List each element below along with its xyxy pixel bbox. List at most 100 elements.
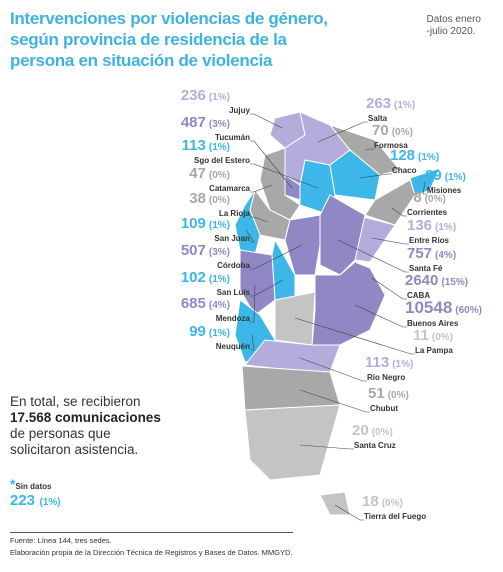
percent: (0%): [432, 332, 453, 343]
leader-line: [371, 277, 407, 300]
province-value: 89 (1%): [425, 167, 466, 184]
percent: (1%): [209, 92, 230, 103]
count: 38: [189, 190, 206, 207]
title-line: persona en situación de violencia: [10, 51, 273, 70]
province-name: Tucumán: [215, 133, 250, 142]
leader-line: [334, 504, 364, 521]
province-name: Córdoba: [217, 261, 250, 270]
leader-line: [299, 357, 367, 382]
count: 47: [189, 165, 206, 182]
no-data-count: 223: [10, 492, 36, 509]
province-name: Corrientes: [407, 208, 448, 217]
leader-line: [299, 444, 354, 450]
province-value: 99 (1%): [189, 323, 230, 340]
province-shape: [244, 404, 341, 481]
leader-line: [250, 113, 283, 129]
province-value: 136 (1%): [407, 217, 456, 234]
summary-highlight: 17.568 comunicaciones: [10, 410, 161, 426]
leader-line: [250, 140, 293, 189]
province-value: 113 (1%): [182, 137, 230, 154]
leader-line: [250, 279, 284, 297]
count: 109: [181, 215, 206, 232]
title: Intervenciones por violencias de género,…: [10, 8, 328, 71]
leader-line: [245, 229, 255, 243]
no-data-label: Sin datos: [15, 482, 52, 491]
leader-line: [250, 334, 255, 351]
count: 113: [182, 137, 206, 154]
province-value: 236 (1%): [181, 87, 230, 104]
count: 11: [413, 327, 429, 344]
province-name: San Juan: [214, 234, 250, 243]
province-value: 70 (0%): [372, 122, 413, 139]
province-value: 2640 (15%): [405, 272, 468, 289]
count: 2640: [405, 272, 438, 289]
summary-bold: 17.568 comunicaciones: [10, 410, 161, 425]
province-value: 128 (1%): [390, 147, 439, 164]
province-value: 51 (0%): [368, 385, 409, 402]
title-line: Intervenciones por violencias de género,: [10, 9, 328, 28]
province-shape: [241, 365, 341, 411]
leader-line: [317, 121, 368, 143]
percent: (0%): [209, 195, 230, 206]
percent: (4%): [435, 250, 456, 261]
count: 102: [181, 269, 206, 286]
province-value: 113 (1%): [365, 354, 413, 371]
province-name: La Pampa: [415, 346, 453, 355]
count: 70: [372, 122, 389, 139]
province-value: 20 (0%): [352, 422, 393, 439]
count: 10548: [405, 298, 452, 317]
leader-line: [337, 239, 409, 273]
percent: (0%): [425, 194, 446, 205]
province-value: 757 (4%): [407, 245, 456, 262]
count: 685: [181, 295, 206, 312]
province-name: CABA: [407, 291, 430, 300]
province-name: Buenos Aires: [407, 319, 459, 328]
percent: (1%): [392, 359, 413, 370]
percent: (1%): [209, 142, 230, 153]
count: 78: [405, 189, 422, 206]
percent: (3%): [209, 119, 230, 130]
province-name: Sgo del Estero: [194, 156, 250, 165]
credit: Elaboración propia de la Dirección Técni…: [10, 548, 293, 557]
percent: (3%): [209, 247, 230, 258]
leader-line: [250, 284, 256, 323]
province-name: Santa Fé: [409, 264, 443, 273]
province-name: Jujuy: [229, 106, 250, 115]
province-shape: [239, 249, 276, 316]
province-value: 263 (1%): [366, 95, 415, 112]
footer: Fuente: Línea 144, tres sedes. Elaboraci…: [10, 532, 293, 559]
leader-line: [371, 237, 409, 245]
summary-line: solicitaron asistencia.: [10, 442, 139, 457]
province-name: Chaco: [392, 166, 417, 175]
count: 113: [365, 354, 389, 371]
percent: (4%): [209, 300, 230, 311]
percent: (0%): [388, 390, 409, 401]
province-name: San Luis: [217, 288, 251, 297]
province-value: 11 (0%): [413, 327, 453, 344]
summary: En total, se recibieron 17.568 comunicac…: [10, 394, 161, 458]
province-value: 47 (0%): [189, 165, 230, 182]
percent: (1%): [394, 100, 415, 111]
leader-line: [391, 207, 407, 217]
province-name: Entre Ríos: [409, 236, 450, 245]
count: 236: [181, 87, 206, 104]
province-shape: [274, 291, 316, 346]
date-line: Datos enero: [426, 14, 481, 25]
count: 89: [425, 167, 442, 184]
percent: (0%): [372, 427, 393, 438]
province-name: Misiones: [427, 186, 462, 195]
count: 487: [181, 114, 206, 131]
leader-line: [354, 304, 407, 328]
count: 128: [390, 147, 415, 164]
count: 51: [368, 385, 385, 402]
province-value: 38 (0%): [189, 190, 230, 207]
leader-line: [359, 173, 392, 179]
province-value: 507 (3%): [181, 242, 230, 259]
count: 263: [366, 95, 391, 112]
province-shape: [311, 261, 386, 346]
source: Fuente: Línea 144, tres sedes.: [10, 536, 112, 545]
province-value: 102 (1%): [181, 269, 230, 286]
province-name: Chubut: [370, 404, 398, 413]
no-data-percent: (1%): [39, 497, 61, 508]
province-name: Catamarca: [209, 184, 250, 193]
